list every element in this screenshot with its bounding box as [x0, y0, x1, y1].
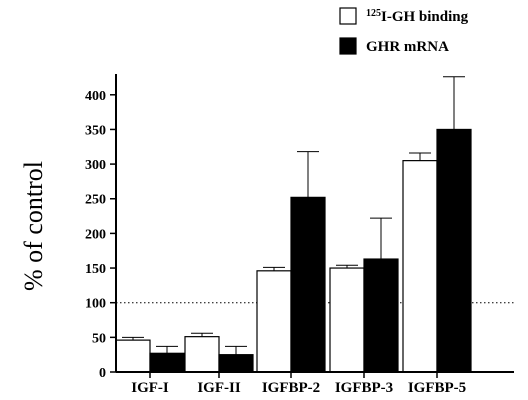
y-tick-label: 300	[85, 158, 106, 173]
bar-binding	[256, 270, 292, 373]
bar-mrna	[218, 354, 254, 373]
y-tick-label: 350	[85, 123, 106, 138]
bar-binding	[184, 336, 220, 373]
bar-mrna	[363, 258, 399, 373]
y-tick-label: 250	[85, 193, 106, 208]
bar-binding	[115, 339, 151, 373]
bar-mrna	[436, 128, 472, 373]
legend-swatch-binding	[339, 7, 357, 25]
x-category-label: IGF-I	[131, 380, 169, 396]
y-axis-label: % of control	[19, 161, 48, 291]
x-category-label: IGF-II	[197, 380, 241, 396]
axes	[115, 74, 514, 373]
bar-binding	[329, 267, 365, 373]
bars	[115, 128, 472, 373]
x-category-label: IGFBP-3	[335, 380, 393, 396]
y-tick-label: 150	[85, 262, 106, 277]
y-tick-label: 0	[99, 366, 106, 381]
bar-mrna	[290, 196, 326, 373]
legend-label-binding: 125I-GH binding	[366, 8, 469, 25]
error-bars	[122, 76, 465, 355]
bar-mrna	[149, 352, 185, 373]
legend-label-mrna: GHR mRNA	[366, 39, 449, 55]
x-category-label: IGFBP-2	[262, 380, 320, 396]
y-tick-label: 50	[92, 331, 106, 346]
y-tick-label: 400	[85, 89, 106, 104]
legend: 125I-GH binding GHR mRNA	[339, 7, 469, 55]
x-axis-labels: IGF-I IGF-II IGFBP-2 IGFBP-3 IGFBP-5	[131, 372, 466, 396]
x-category-label: IGFBP-5	[408, 380, 466, 396]
bar-binding	[402, 160, 438, 373]
y-tick-label: 200	[85, 227, 106, 242]
legend-swatch-mrna	[339, 37, 357, 55]
y-tick-label: 100	[85, 297, 106, 312]
y-axis-ticks: 0 50 100 150 200 250 300 350 400	[85, 89, 116, 381]
